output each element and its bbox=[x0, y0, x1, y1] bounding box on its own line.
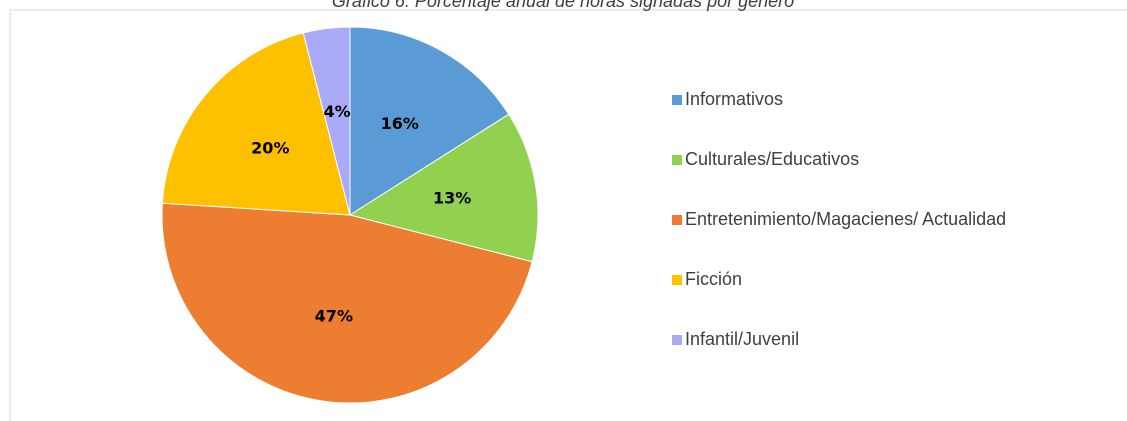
chart-title: Gráfico 6: Porcentaje anual de horas sig… bbox=[332, 0, 794, 11]
pie-slice bbox=[161, 32, 351, 216]
legend-label: Culturales/Educativos bbox=[685, 149, 859, 169]
legend-swatch bbox=[672, 275, 682, 285]
legend-label: Infantil/Juvenil bbox=[685, 329, 799, 349]
legend-swatch bbox=[672, 215, 682, 225]
data-label: 13% bbox=[433, 188, 471, 207]
data-label: 16% bbox=[381, 114, 419, 133]
pie-slice bbox=[349, 26, 510, 216]
chart-frame bbox=[9, 9, 1127, 421]
legend-swatch bbox=[672, 335, 682, 345]
data-label: 4% bbox=[323, 102, 350, 121]
data-label: 20% bbox=[251, 139, 289, 158]
legend-label: Ficción bbox=[685, 269, 742, 289]
pie-slice bbox=[348, 113, 539, 263]
pie-slice bbox=[161, 202, 533, 404]
legend-swatch bbox=[672, 95, 682, 105]
pie-slice bbox=[302, 26, 351, 216]
legend-label: Entretenimiento/Magacienes/ Actualidad bbox=[685, 209, 1006, 229]
legend-label: Informativos bbox=[685, 89, 783, 109]
data-label: 47% bbox=[315, 307, 353, 326]
legend-swatch bbox=[672, 155, 682, 165]
